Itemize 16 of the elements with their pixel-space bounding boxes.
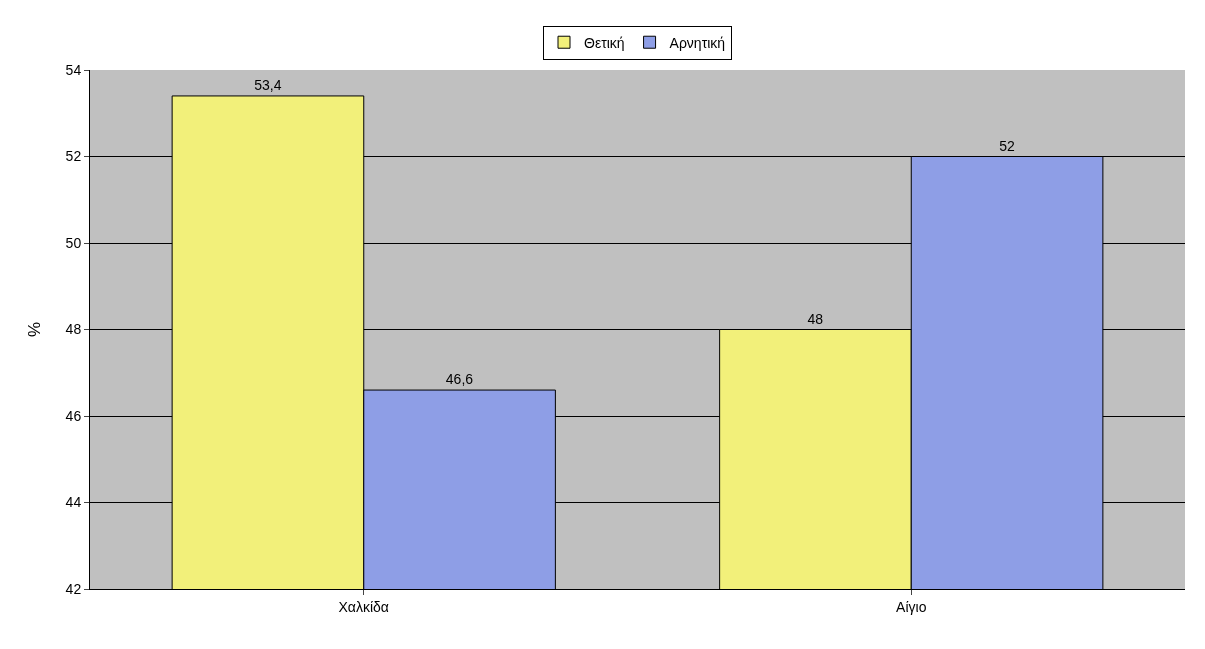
y-tick-label: 48 bbox=[65, 321, 82, 338]
text: 48 bbox=[807, 310, 824, 327]
y-tick-label: 52 bbox=[65, 148, 82, 165]
text: 53,4 bbox=[254, 76, 282, 93]
x-tick-label: Χαλκίδα bbox=[338, 598, 389, 615]
y-tick-label: 54 bbox=[65, 61, 82, 78]
y-tick-label: 46 bbox=[65, 407, 82, 424]
legend-label: Θετική bbox=[584, 34, 625, 51]
legend-label: Αρνητική bbox=[669, 34, 726, 51]
y-tick-label: 42 bbox=[65, 580, 82, 597]
x-tick-label: Αίγιο bbox=[896, 598, 927, 615]
y-axis-title: % bbox=[25, 321, 45, 338]
y-tick-label: 50 bbox=[65, 234, 82, 251]
text: 52 bbox=[999, 137, 1015, 154]
text: 46,6 bbox=[445, 371, 474, 388]
y-tick-label: 44 bbox=[65, 494, 82, 511]
